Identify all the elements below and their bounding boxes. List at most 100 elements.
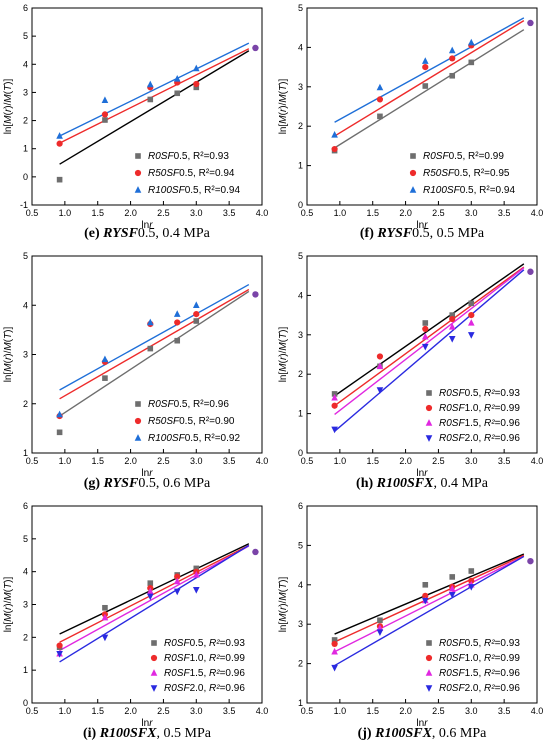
y-tick-label: 0 [298,448,303,458]
overlap-data-point [527,19,534,27]
x-tick-label: 3.0 [190,706,203,716]
data-point-series-1 [193,84,200,91]
data-point-series-1 [331,391,338,397]
y-tick-label: 1 [298,698,303,708]
x-axis-label: lnr [416,718,428,729]
data-point-series-1 [174,90,181,97]
panel-caption: (h) R100SFX, 0.4 MPa [356,476,489,491]
fit-line-series-3 [59,283,250,391]
data-point-series-3 [56,132,63,139]
x-tick-label: 0.5 [301,208,314,218]
data-point-series-2 [331,640,338,647]
x-tick-label: 2.5 [432,208,445,218]
x-tick-label: 3.0 [465,706,478,716]
data-point-series-3 [192,571,200,578]
x-tick-label: 1.5 [366,208,379,218]
data-point-series-2 [376,96,384,103]
y-tick-label: 5 [298,3,303,13]
data-point-series-3 [146,587,154,595]
legend-marker [150,669,158,676]
data-point-series-3 [331,647,338,655]
legend-marker [134,186,142,193]
data-point-series-3 [376,362,384,370]
x-tick-label: 2.5 [432,706,445,716]
data-point-series-1 [147,580,154,586]
legend-marker [425,419,433,426]
data-point-series-3 [467,319,475,326]
x-tick-label: 2.0 [399,706,412,716]
y-tick-label: 2 [23,632,28,642]
legend-marker [150,685,158,692]
x-tick-label: 2.0 [399,208,412,218]
data-point-series-2 [449,315,456,323]
legend-marker [134,417,142,425]
data-point-series-1 [377,617,383,624]
data-point-series-3 [331,393,338,401]
data-point-series-4 [448,336,456,343]
chart-panel-e: 0.5 1.0 1.5 2.0 2.5 3.0 3.5 4.0 -1 0 1 2 3 4 5 6 lnr ln[M… [3,3,268,241]
overlap-data-point [252,548,259,556]
y-tick-label: 6 [23,3,28,13]
panel-caption: (j) R100SFX, 0.6 MPa [358,726,488,741]
legend-label: R0SF0.5, R²=0.93 [439,638,520,649]
legend-label: R0SF0.5, R²=0.96 [148,399,229,410]
data-point-series-1 [377,113,383,120]
data-point-series-3 [448,323,456,330]
data-point-series-2 [422,64,429,71]
data-point-series-3 [192,301,200,308]
y-tick-label: 2 [298,369,303,379]
data-point-series-3 [376,83,384,91]
data-point-series-3 [173,75,181,82]
x-tick-label: 1.5 [366,706,379,716]
legend-marker [134,434,142,441]
data-point-series-1 [193,318,200,324]
data-point-series-4 [101,634,109,642]
y-tick-label: 4 [23,300,28,310]
x-tick-label: 1.5 [91,706,104,716]
data-point-series-2 [422,325,429,332]
data-point-series-1 [56,176,63,183]
x-tick-label: 4.0 [531,208,544,218]
plot-frame [306,7,538,206]
chart-panel-h: 0.5 1.0 1.5 2.0 2.5 3.0 3.5 4.0 0 1 2 3 4 5 lnr ln[M(r)… [278,251,543,491]
data-point-series-1 [422,320,429,326]
y-axis-label: ln[M(r)/M(T)] [3,78,14,134]
y-axis-label: ln[M(r)/M(T)] [3,326,14,382]
x-axis-label: lnr [416,220,428,231]
data-point-series-3 [56,410,63,418]
fit-line-series-2 [334,266,525,407]
legend-marker [135,401,141,407]
data-point-series-4 [448,591,456,599]
fit-line-series-3 [59,42,250,137]
legend-marker [425,404,433,412]
x-tick-label: 2.0 [124,456,137,466]
fit-line-series-1 [334,553,525,635]
x-tick-label: 2.5 [157,456,170,466]
data-point-series-4 [331,664,338,672]
legend-marker [426,390,432,396]
y-tick-label: 1 [298,409,303,419]
data-point-series-3 [146,80,154,88]
fit-line-series-2 [334,20,525,137]
fit-line-series-4 [334,269,525,432]
x-tick-label: 3.0 [190,456,203,466]
legend-label: R0SF1.5, R²=0.96 [439,418,520,429]
overlap-data-point [252,291,259,298]
x-tick-label: 2.0 [124,208,137,218]
data-point-series-4 [146,593,154,601]
legend-marker [409,169,417,177]
x-tick-label: 0.5 [301,456,314,466]
x-axis-label: lnr [141,718,153,729]
legend-marker [425,654,433,662]
fit-line-series-1 [59,50,250,165]
data-point-series-2 [331,402,338,409]
fit-line-series-4 [334,555,525,667]
y-tick-label: 1 [298,161,303,171]
data-point-series-3 [331,130,338,138]
panel-caption: (g) RYSF0.5, 0.6 MPa [84,476,211,491]
data-point-series-3 [101,613,109,621]
data-point-series-1 [102,375,108,381]
x-tick-label: 3.0 [465,456,478,466]
legend-label: R0SF0.5, R²=0.99 [423,151,504,162]
